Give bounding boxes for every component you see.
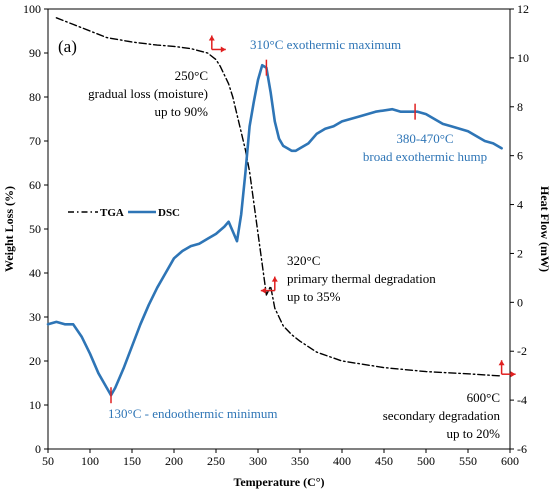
x-tick-label: 450	[375, 454, 393, 468]
y-left-tick-label: 50	[29, 222, 41, 236]
annotation-310c: 310°C exothermic maximum	[250, 37, 401, 52]
y-axis-right-title: Heat Flow (mW)	[538, 186, 550, 272]
y-right-tick-label: 10	[517, 51, 529, 65]
x-tick-label: 350	[291, 454, 309, 468]
x-tick-label: 300	[249, 454, 267, 468]
x-axis-title: Temperature (C°)	[233, 475, 324, 489]
x-tick-label: 550	[459, 454, 477, 468]
y-left-tick-label: 70	[29, 134, 41, 148]
y-right-tick-label: -4	[517, 393, 527, 407]
y-right-tick-label: 0	[517, 295, 523, 309]
y-left-tick-label: 0	[35, 442, 41, 456]
ticks-layer: 50 100 150 200 250 300 350 400 450 500 550 60001020…	[23, 2, 529, 468]
y-right-tick-label: 12	[517, 2, 529, 16]
y-left-tick-label: 40	[29, 266, 41, 280]
series-line-dsc	[46, 63, 503, 397]
annotation-250c: 250°C gradual loss (moisture) up to 90%	[88, 68, 208, 119]
legend-tga-label: TGA	[100, 207, 124, 219]
x-tick-label: 100	[81, 454, 99, 468]
y-right-tick-label: 4	[517, 198, 523, 212]
annotation-320c-line3: up to 35%	[287, 289, 341, 304]
panel-label: (a)	[58, 37, 77, 56]
y-left-tick-label: 20	[29, 354, 41, 368]
x-tick-label: 250	[207, 454, 225, 468]
y-left-tick-label: 90	[29, 46, 41, 60]
x-tick-label: 150	[123, 454, 141, 468]
annotation-130c-line1: 130°C - endoothermic minimum	[108, 406, 277, 421]
legend: TGA DSC	[68, 207, 180, 219]
annotation-320c-line1: 320°C	[287, 253, 320, 268]
y-right-tick-label: -2	[517, 344, 527, 358]
annotation-380-470c-line2: broad exothermic hump	[363, 149, 487, 164]
y-left-tick-label: 80	[29, 90, 41, 104]
x-tick-label: 600	[501, 454, 519, 468]
marker-layer	[110, 35, 516, 404]
annotation-600c: 600°C secondary degradation up to 20%	[383, 390, 501, 441]
annotation-320c: 320°C primary thermal degradation up to …	[287, 253, 436, 304]
annotation-600c-line1: 600°C	[467, 390, 500, 405]
y-axis-left-title: Weight Loss (%)	[2, 186, 16, 272]
annotation-250c-line1: 250°C	[175, 68, 208, 83]
annotation-380-470c: 380-470°C broad exothermic hump	[363, 131, 487, 164]
y-left-tick-label: 10	[29, 398, 41, 412]
annotation-310c-line1: 310°C exothermic maximum	[250, 37, 401, 52]
series-line-tga	[55, 17, 503, 377]
y-right-tick-label: 2	[517, 246, 523, 260]
annotation-130c: 130°C - endoothermic minimum	[108, 406, 277, 421]
y-left-tick-label: 100	[23, 2, 41, 16]
x-tick-label: 500	[417, 454, 435, 468]
marker-arrow-h	[510, 371, 516, 378]
marker-arrow-h	[260, 287, 266, 294]
legend-dsc-label: DSC	[158, 207, 180, 219]
marker-arrow-v	[498, 360, 505, 366]
annotation-250c-line2: gradual loss (moisture)	[88, 86, 208, 101]
x-tick-label: 400	[333, 454, 351, 468]
annotation-320c-line2: primary thermal degradation	[287, 271, 436, 286]
annotation-250c-line3: up to 90%	[155, 104, 209, 119]
x-tick-label: 200	[165, 454, 183, 468]
marker-arrow-v	[271, 276, 278, 282]
y-right-tick-label: 8	[517, 100, 523, 114]
y-left-tick-label: 60	[29, 178, 41, 192]
y-right-tick-label: 6	[517, 149, 523, 163]
x-tick-label: 50	[42, 454, 54, 468]
annotation-600c-line2: secondary degradation	[383, 408, 501, 423]
annotation-380-470c-line1: 380-470°C	[396, 131, 453, 146]
series-layer	[46, 17, 503, 397]
y-left-tick-label: 30	[29, 310, 41, 324]
marker-arrow-v	[208, 35, 215, 41]
marker-arrow-h	[220, 46, 226, 53]
y-right-tick-label: -6	[517, 442, 527, 456]
annotation-600c-line3: up to 20%	[447, 426, 501, 441]
